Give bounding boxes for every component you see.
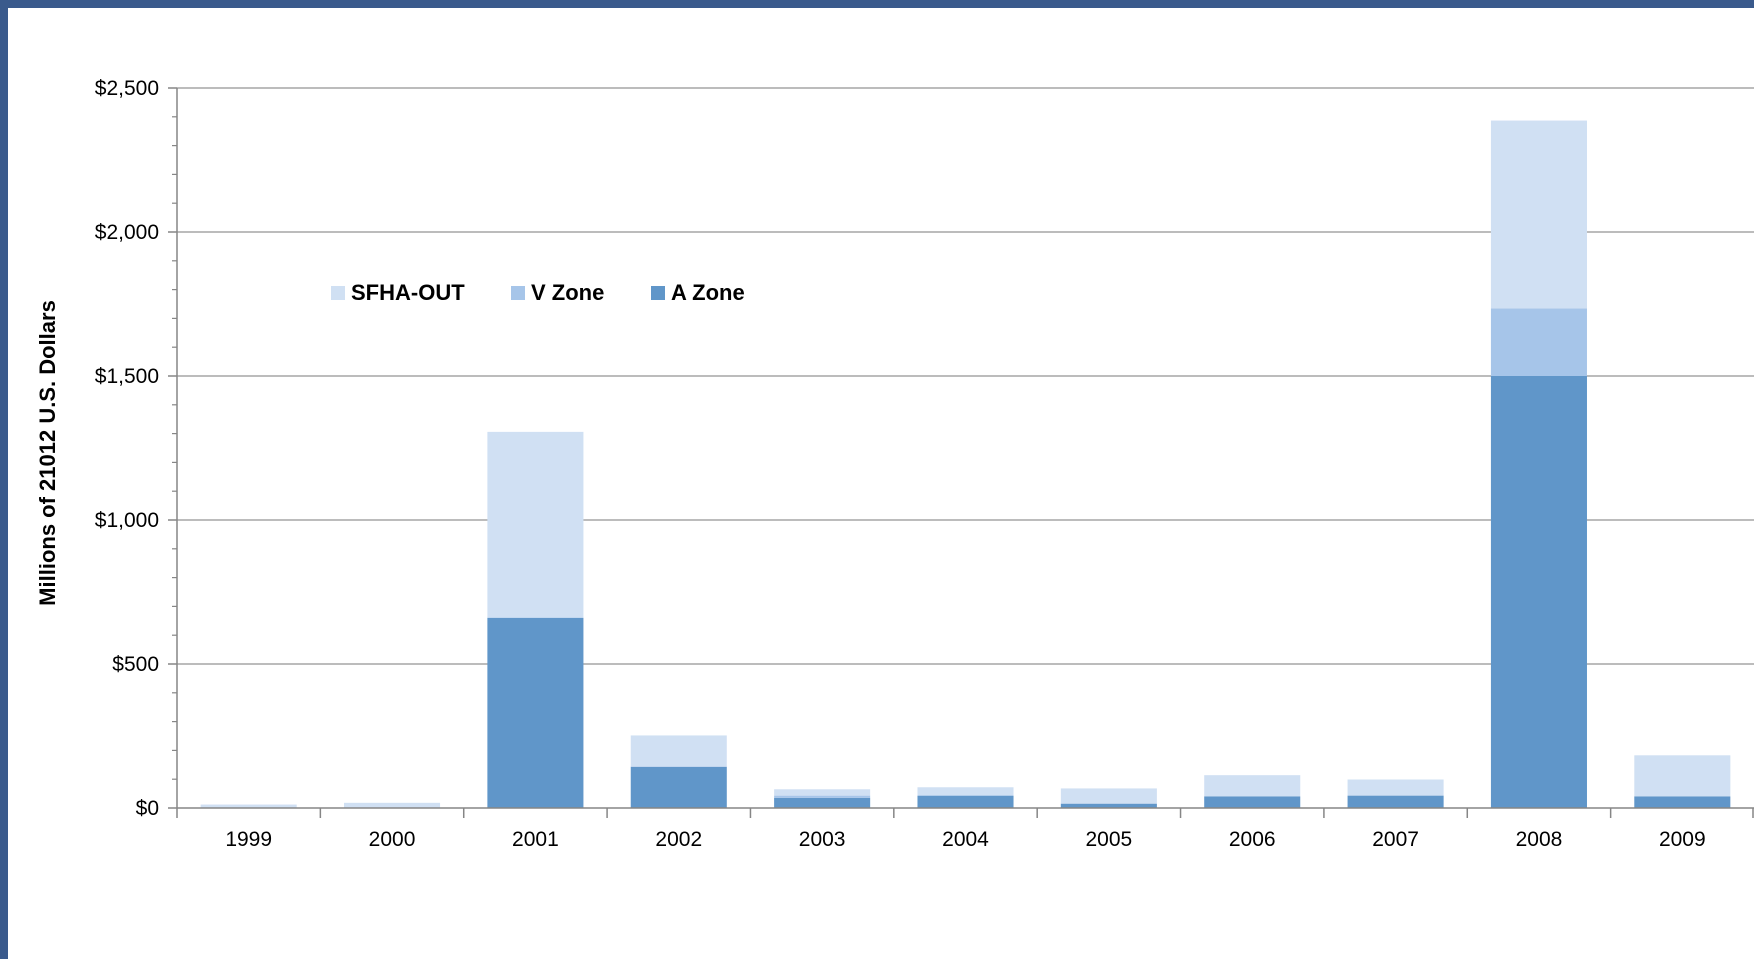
- stacked-bar-chart: $0 $500 $1,000 $1,500 $2,000 $2,500 1999 2000 2…: [35, 77, 1754, 851]
- legend-label-v-zone: V Zone: [531, 280, 604, 305]
- bar-a-zone-2001: [487, 617, 584, 808]
- bar-v-zone-2004: [917, 795, 1014, 796]
- y-tick-label: $1,500: [95, 365, 159, 388]
- chart-frame: $0 $500 $1,000 $1,500 $2,000 $2,500 1999 2000 2…: [8, 8, 1754, 959]
- bar-a-zone-2004: [917, 795, 1014, 808]
- x-tick-label: 2000: [369, 828, 416, 851]
- legend-swatch-v-zone: [511, 286, 525, 300]
- bar-v-zone-2008: [1490, 308, 1587, 376]
- bar-a-zone-2003: [774, 797, 871, 808]
- bar-sfha-out-2007: [1347, 779, 1444, 796]
- x-tick-label: 2006: [1229, 828, 1276, 851]
- bar-sfha-out-2004: [917, 787, 1014, 796]
- x-tick-label: 2003: [799, 828, 846, 851]
- x-tick-labels: 1999 2000 2001 2002 2003 2004 2005 2006 2007 2008…: [225, 828, 1705, 851]
- bar-v-zone-2003: [774, 795, 871, 798]
- bar-sfha-out-2009: [1634, 755, 1731, 797]
- bar-v-zone-2001: [487, 617, 584, 618]
- axes-group: [168, 87, 1754, 818]
- bar-sfha-out-2006: [1204, 775, 1301, 797]
- bar-sfha-out-2003: [774, 789, 871, 796]
- bar-sfha-out-1999: [200, 804, 297, 808]
- x-tick-label: 2001: [512, 828, 559, 851]
- legend-label-a-zone: A Zone: [671, 280, 745, 305]
- x-tick-label: 2009: [1659, 828, 1706, 851]
- x-tick-label: 2005: [1086, 828, 1133, 851]
- bar-sfha-out-2005: [1060, 788, 1157, 804]
- bars-group: [200, 120, 1731, 808]
- legend: SFHA-OUT V Zone A Zone: [331, 280, 745, 305]
- legend-swatch-a-zone: [651, 286, 665, 300]
- bar-a-zone-2005: [1060, 803, 1157, 808]
- bar-a-zone-2002: [630, 766, 727, 808]
- y-axis-title: Millions of 21012 U.S. Dollars: [35, 300, 60, 606]
- x-tick-label: 1999: [225, 828, 272, 851]
- bar-a-zone-2006: [1204, 796, 1301, 808]
- x-tick-label: 2007: [1372, 828, 1419, 851]
- y-tick-label: $2,500: [95, 77, 159, 100]
- y-tick-labels: $0 $500 $1,000 $1,500 $2,000 $2,500: [95, 77, 159, 820]
- x-tick-label: 2002: [655, 828, 702, 851]
- bar-sfha-out-2000: [344, 802, 441, 808]
- x-tick-label: 2008: [1516, 828, 1563, 851]
- y-tick-label: $500: [112, 653, 159, 676]
- bar-sfha-out-2001: [487, 431, 584, 618]
- legend-swatch-sfha-out: [331, 286, 345, 300]
- y-tick-label: $2,000: [95, 221, 159, 244]
- x-tick-label: 2004: [942, 828, 989, 851]
- y-tick-label: $0: [136, 797, 159, 820]
- bar-sfha-out-2002: [630, 735, 727, 767]
- legend-label-sfha-out: SFHA-OUT: [351, 280, 465, 305]
- bar-a-zone-2007: [1347, 795, 1444, 808]
- y-tick-label: $1,000: [95, 509, 159, 532]
- bar-a-zone-2008: [1490, 376, 1587, 808]
- bar-a-zone-2009: [1634, 796, 1731, 808]
- bar-sfha-out-2008: [1490, 120, 1587, 309]
